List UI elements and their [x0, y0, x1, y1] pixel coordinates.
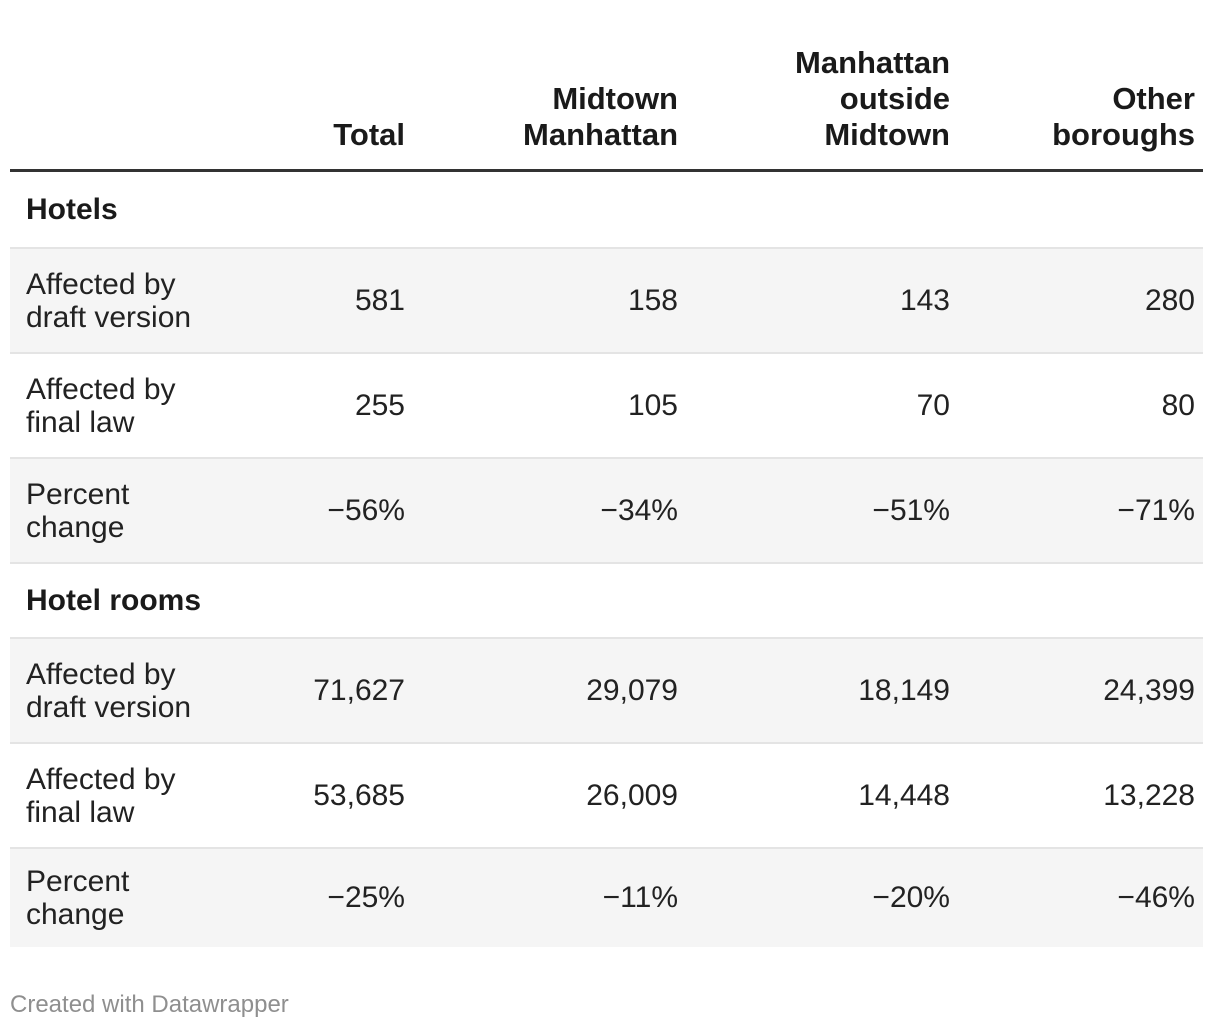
- cell-value: 143: [686, 247, 958, 352]
- cell-value: 24,399: [958, 637, 1203, 742]
- cell-value: 13,228: [958, 742, 1203, 847]
- section-row-hotels: Hotels: [10, 172, 1203, 247]
- column-header-total: Total: [240, 0, 413, 172]
- row-label: Percent change: [10, 457, 240, 562]
- section-row-hotel-rooms: Hotel rooms: [10, 562, 1203, 637]
- column-header-empty: [10, 0, 240, 172]
- row-label: Percent change: [10, 847, 240, 947]
- cell-value: 14,448: [686, 742, 958, 847]
- column-header-manhattan-outside-midtown: Manhattan outside Midtown: [686, 0, 958, 172]
- column-header-other-boroughs: Other boroughs: [958, 0, 1203, 172]
- cell-value: 71,627: [240, 637, 413, 742]
- cell-value: 280: [958, 247, 1203, 352]
- cell-value: −46%: [958, 847, 1203, 947]
- cell-value: 53,685: [240, 742, 413, 847]
- cell-value: −20%: [686, 847, 958, 947]
- cell-value: 29,079: [413, 637, 686, 742]
- cell-value: 70: [686, 352, 958, 457]
- attribution-link[interactable]: Created with Datawrapper: [10, 991, 289, 1018]
- row-label: Affected by draft version: [10, 637, 240, 742]
- data-table: Total Midtown Manhattan Manhattan outsid…: [10, 0, 1203, 947]
- section-title: Hotels: [10, 172, 1203, 247]
- table-row: Affected by draft version 581 158 143 28…: [10, 247, 1203, 352]
- cell-value: −71%: [958, 457, 1203, 562]
- cell-value: 105: [413, 352, 686, 457]
- row-label: Affected by draft version: [10, 247, 240, 352]
- section-title: Hotel rooms: [10, 562, 1203, 637]
- row-label: Affected by final law: [10, 742, 240, 847]
- table-row: Percent change −56% −34% −51% −71%: [10, 457, 1203, 562]
- cell-value: −25%: [240, 847, 413, 947]
- cell-value: −51%: [686, 457, 958, 562]
- column-header-midtown-manhattan: Midtown Manhattan: [413, 0, 686, 172]
- cell-value: −34%: [413, 457, 686, 562]
- table-row: Affected by final law 255 105 70 80: [10, 352, 1203, 457]
- row-label: Affected by final law: [10, 352, 240, 457]
- header-row: Total Midtown Manhattan Manhattan outsid…: [10, 0, 1203, 172]
- table-row: Percent change −25% −11% −20% −46%: [10, 847, 1203, 947]
- cell-value: −56%: [240, 457, 413, 562]
- cell-value: 80: [958, 352, 1203, 457]
- cell-value: 158: [413, 247, 686, 352]
- cell-value: 255: [240, 352, 413, 457]
- cell-value: 26,009: [413, 742, 686, 847]
- table-row: Affected by final law 53,685 26,009 14,4…: [10, 742, 1203, 847]
- cell-value: 581: [240, 247, 413, 352]
- cell-value: −11%: [413, 847, 686, 947]
- cell-value: 18,149: [686, 637, 958, 742]
- table-header: Total Midtown Manhattan Manhattan outsid…: [10, 0, 1203, 172]
- table-container: Total Midtown Manhattan Manhattan outsid…: [10, 0, 1220, 947]
- table-row: Affected by draft version 71,627 29,079 …: [10, 637, 1203, 742]
